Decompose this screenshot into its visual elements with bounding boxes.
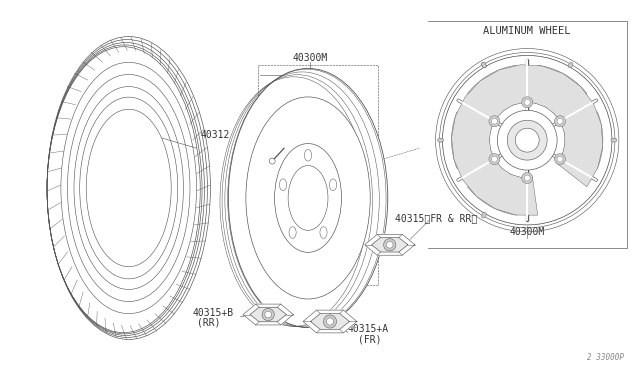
Ellipse shape [246, 97, 370, 299]
Circle shape [508, 120, 547, 160]
Circle shape [554, 154, 566, 164]
Ellipse shape [611, 138, 617, 142]
Polygon shape [468, 65, 522, 117]
Text: 40300M: 40300M [292, 54, 328, 64]
Ellipse shape [86, 109, 171, 267]
Polygon shape [452, 112, 492, 169]
Ellipse shape [330, 179, 337, 190]
Ellipse shape [482, 62, 486, 68]
Text: 40315+B: 40315+B [193, 308, 234, 318]
Polygon shape [310, 314, 349, 329]
Polygon shape [243, 304, 293, 325]
Circle shape [269, 158, 275, 164]
Circle shape [387, 241, 393, 248]
Ellipse shape [305, 150, 312, 161]
Text: ALUMINUM WHEEL: ALUMINUM WHEEL [483, 26, 571, 36]
Polygon shape [372, 238, 408, 252]
Circle shape [323, 315, 337, 328]
Polygon shape [452, 65, 603, 215]
Text: 40224: 40224 [348, 138, 377, 148]
Circle shape [497, 110, 557, 170]
Ellipse shape [289, 227, 296, 238]
Polygon shape [468, 163, 522, 215]
Circle shape [554, 116, 566, 127]
Text: (FR): (FR) [358, 334, 381, 344]
Polygon shape [563, 112, 603, 169]
Circle shape [515, 128, 539, 152]
Ellipse shape [288, 166, 328, 230]
Bar [258, 65, 378, 285]
Polygon shape [250, 307, 286, 322]
Ellipse shape [568, 62, 573, 68]
Circle shape [557, 156, 563, 162]
Circle shape [262, 308, 275, 321]
Circle shape [326, 318, 333, 325]
Text: 40300M: 40300M [509, 227, 545, 237]
Ellipse shape [482, 62, 486, 68]
Polygon shape [365, 234, 415, 255]
Circle shape [557, 118, 563, 124]
Ellipse shape [280, 179, 287, 190]
Circle shape [492, 118, 497, 124]
Circle shape [265, 311, 271, 318]
Ellipse shape [228, 68, 388, 327]
Ellipse shape [482, 212, 486, 218]
Circle shape [524, 99, 530, 105]
Polygon shape [303, 310, 357, 333]
Circle shape [522, 97, 532, 108]
Circle shape [489, 154, 500, 164]
Text: 40315+A: 40315+A [348, 324, 389, 334]
Circle shape [492, 156, 497, 162]
Ellipse shape [275, 144, 342, 252]
Ellipse shape [438, 138, 444, 142]
Circle shape [383, 239, 396, 251]
Text: 40312: 40312 [200, 130, 230, 140]
Circle shape [524, 175, 530, 181]
Circle shape [442, 55, 612, 225]
Ellipse shape [320, 227, 327, 238]
Polygon shape [532, 65, 587, 117]
Text: (RR): (RR) [198, 317, 221, 327]
Text: 2 33000P: 2 33000P [587, 353, 624, 362]
Text: 40315〈FR & RR〉: 40315〈FR & RR〉 [395, 213, 477, 223]
Text: 40311: 40311 [285, 135, 314, 145]
Circle shape [489, 116, 500, 127]
Circle shape [522, 173, 532, 183]
